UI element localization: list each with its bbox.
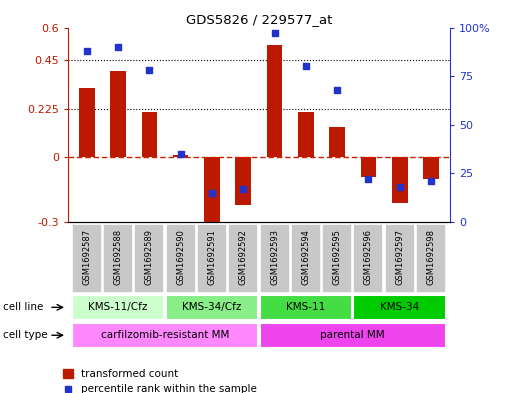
Bar xyxy=(173,155,188,157)
Bar xyxy=(267,45,282,157)
Bar xyxy=(329,127,345,157)
Text: KMS-34: KMS-34 xyxy=(380,302,419,312)
Text: GSM1692596: GSM1692596 xyxy=(364,229,373,285)
Bar xyxy=(166,295,258,320)
Bar xyxy=(354,224,383,293)
Bar xyxy=(79,88,95,157)
Bar xyxy=(166,224,196,293)
Text: GSM1692597: GSM1692597 xyxy=(395,229,404,285)
Point xyxy=(270,30,279,37)
Bar xyxy=(204,157,220,222)
Bar xyxy=(291,224,321,293)
Bar xyxy=(423,157,439,179)
Bar xyxy=(259,295,352,320)
Bar xyxy=(354,295,446,320)
Text: GSM1692594: GSM1692594 xyxy=(301,229,310,285)
Text: KMS-34/Cfz: KMS-34/Cfz xyxy=(182,302,242,312)
Bar xyxy=(72,295,164,320)
Point xyxy=(302,63,310,70)
Point xyxy=(145,67,154,73)
Bar xyxy=(228,224,258,293)
Point xyxy=(333,86,342,93)
Text: KMS-11/Cfz: KMS-11/Cfz xyxy=(88,302,148,312)
Point xyxy=(427,178,435,184)
Bar xyxy=(259,323,446,348)
Text: GSM1692595: GSM1692595 xyxy=(333,229,342,285)
Text: parental MM: parental MM xyxy=(321,330,385,340)
Point xyxy=(176,151,185,157)
Legend: transformed count, percentile rank within the sample: transformed count, percentile rank withi… xyxy=(63,369,257,393)
Text: GSM1692591: GSM1692591 xyxy=(208,229,217,285)
Text: GSM1692593: GSM1692593 xyxy=(270,229,279,285)
Text: GSM1692598: GSM1692598 xyxy=(426,229,436,285)
Bar xyxy=(110,71,126,157)
Bar xyxy=(322,224,352,293)
Text: GSM1692589: GSM1692589 xyxy=(145,229,154,285)
Point xyxy=(114,44,122,50)
Text: cell type: cell type xyxy=(3,330,47,340)
Bar xyxy=(72,323,258,348)
Point xyxy=(239,186,247,192)
Text: GSM1692592: GSM1692592 xyxy=(238,229,248,285)
Bar xyxy=(103,224,133,293)
Bar xyxy=(72,224,102,293)
Bar xyxy=(142,112,157,157)
Bar xyxy=(235,157,251,205)
Bar xyxy=(392,157,407,203)
Bar xyxy=(197,224,227,293)
Text: GSM1692588: GSM1692588 xyxy=(113,229,122,285)
Bar xyxy=(134,224,164,293)
Bar xyxy=(360,157,376,177)
Point xyxy=(208,190,216,196)
Text: carfilzomib-resistant MM: carfilzomib-resistant MM xyxy=(101,330,229,340)
Title: GDS5826 / 229577_at: GDS5826 / 229577_at xyxy=(186,13,332,26)
Bar xyxy=(385,224,415,293)
Text: KMS-11: KMS-11 xyxy=(286,302,325,312)
Bar xyxy=(416,224,446,293)
Point xyxy=(364,176,372,182)
Point xyxy=(395,184,404,190)
Bar xyxy=(298,112,314,157)
Text: GSM1692590: GSM1692590 xyxy=(176,229,185,285)
Bar xyxy=(259,224,290,293)
Text: GSM1692587: GSM1692587 xyxy=(82,229,92,285)
Text: cell line: cell line xyxy=(3,302,43,312)
Point xyxy=(83,48,91,54)
